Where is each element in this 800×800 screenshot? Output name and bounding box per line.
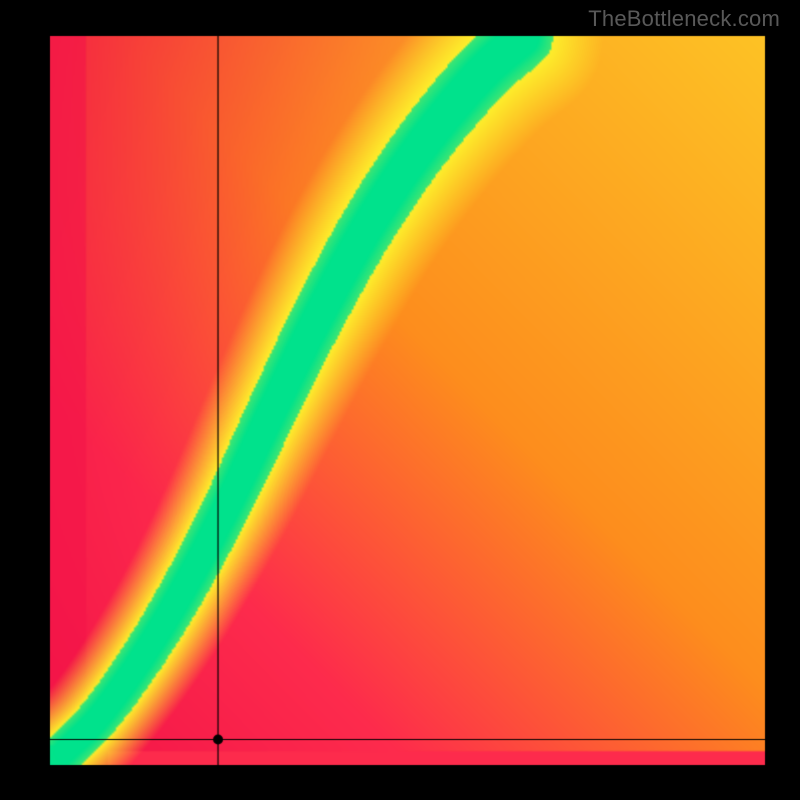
watermark-text: TheBottleneck.com <box>588 6 780 32</box>
bottleneck-heatmap <box>0 0 800 800</box>
